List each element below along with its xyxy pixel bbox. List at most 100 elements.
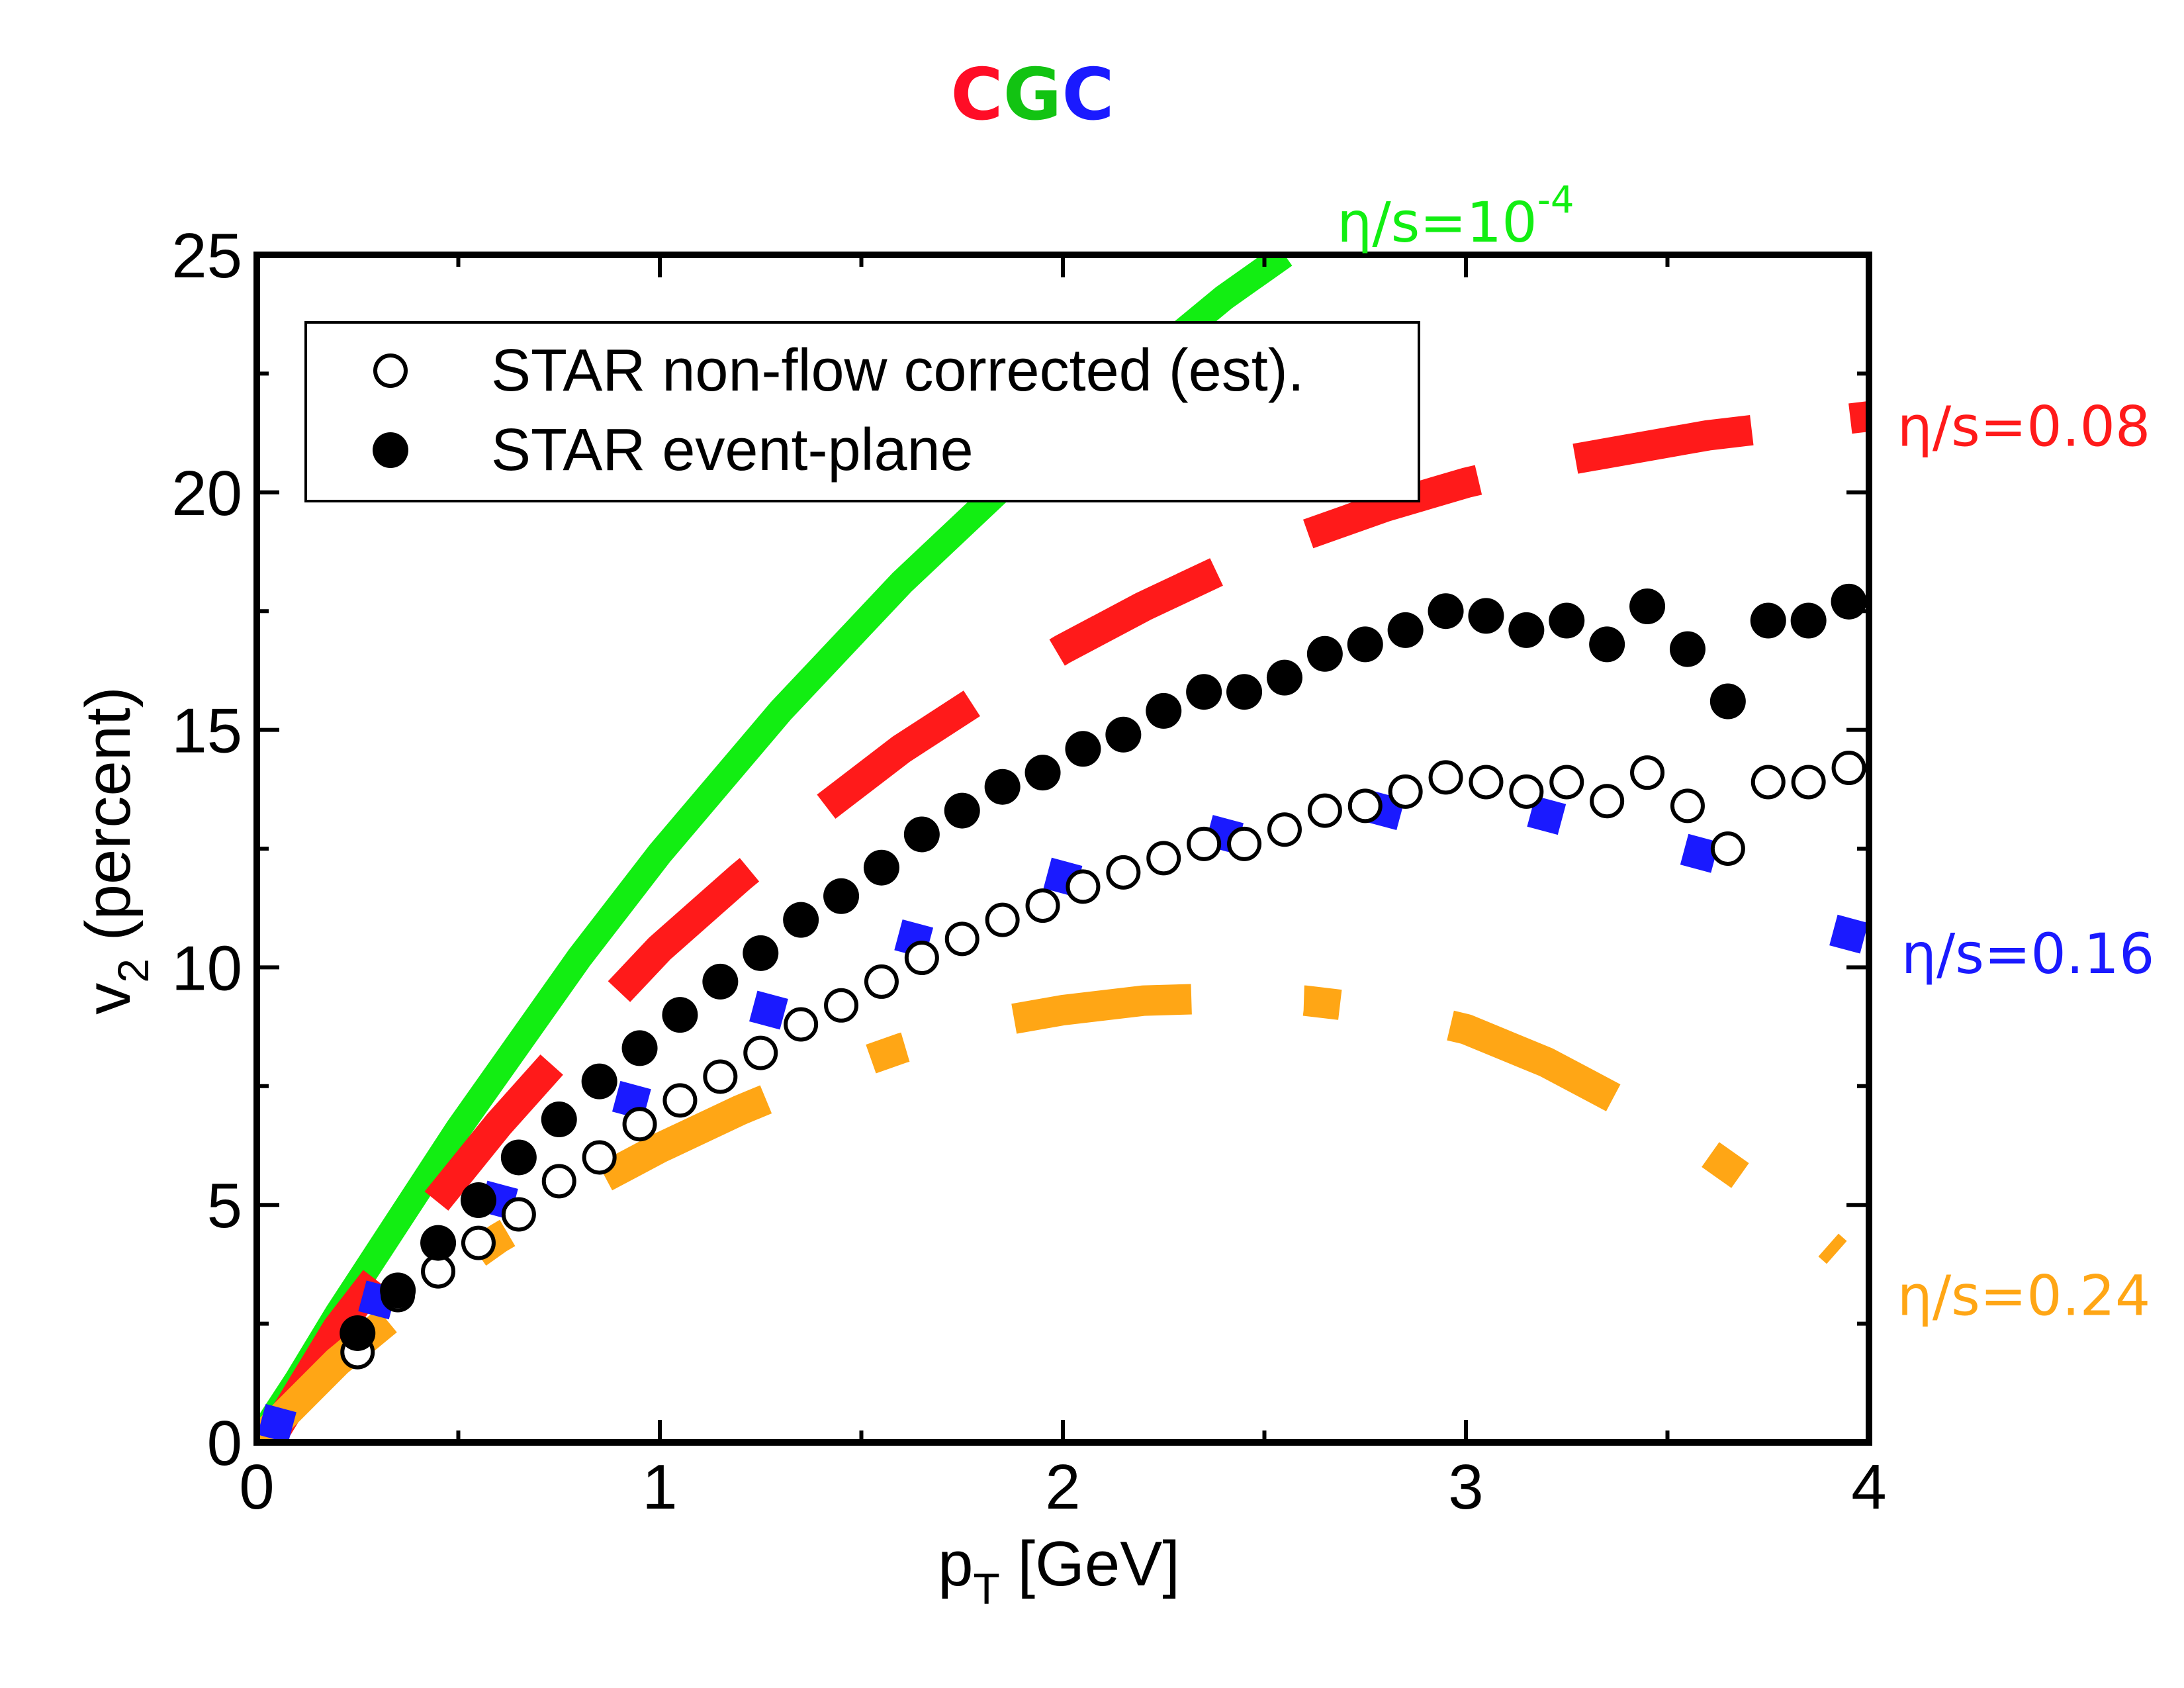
filled-circle-point [984,769,1021,805]
filled-circle-point [1508,612,1545,648]
annotations-group: η/s=10-4 η/s=0.08 η/s=0.16 η/s=0.24 [1337,179,2154,1329]
filled-circle-point [541,1102,577,1138]
open-circle-point [1347,788,1383,823]
filled-circle-point [1589,626,1625,663]
annotation-eta-s-0.16: η/s=0.16 [1901,921,2155,986]
legend-marker-open-circle [373,353,408,388]
title-letter-c2: C [1062,54,1114,136]
open-circle-point [1670,788,1705,823]
open-circle-point [1549,765,1584,800]
y-tick-label: 5 [207,1170,242,1241]
diamond-point [257,1403,296,1443]
open-circle-point [1428,760,1463,795]
filled-circle-point [621,1030,658,1066]
open-circle-point [1751,765,1786,800]
open-circle-point [1267,812,1302,847]
open-circle-point [622,1107,657,1142]
filled-circle-point [1549,602,1585,639]
plot-frame [253,252,1872,1446]
filled-circle-point [1468,598,1504,634]
x-tick-label: 1 [642,1452,677,1523]
filled-circle-point [460,1182,496,1219]
series-line--s-0-24 [257,983,1847,1442]
legend-marker-filled-circle [373,432,408,468]
y-tick-label: 20 [171,458,242,529]
y-tick-label: 15 [171,696,242,767]
filled-circle-point [1266,659,1302,696]
open-circle-point [743,1035,778,1070]
open-circle-point [985,902,1020,937]
chart-title: CGC [950,54,1114,136]
open-circle-point [944,921,979,957]
x-tick-labels: 0 1 2 3 4 [239,1452,1886,1523]
open-circle-point [1388,774,1423,809]
filled-circle-point [1750,602,1786,639]
diamond-point [1680,833,1719,873]
filled-circle-point [702,963,739,1000]
filled-circle-point [823,878,860,914]
filled-circle-point [903,816,940,853]
filled-circle-point [1669,631,1706,667]
series-line--s-0-08 [263,401,1869,1436]
legend-label-nonflow: STAR non-flow corrected (est). [491,338,1304,404]
open-circle-point [1630,755,1665,790]
legend-box [304,321,1420,502]
open-circle-point [904,941,939,976]
filled-circle-point [1709,683,1746,720]
open-circle-point [582,1140,617,1175]
open-circle-point [1227,826,1262,861]
x-tick-label: 2 [1045,1452,1080,1523]
open-circle-point [1509,774,1544,809]
filled-circle-point [1186,674,1222,710]
open-circle-point [1187,826,1222,861]
annotation-eta-s-0.08: η/s=0.08 [1897,394,2151,459]
open-circle-point [461,1225,496,1260]
open-circle-point [824,988,859,1023]
filled-circle-point [340,1315,376,1351]
open-circle-point [1106,855,1141,890]
open-circle-point [1307,793,1342,828]
filled-circle-point [581,1063,617,1100]
open-circle-point [864,964,899,999]
filled-circle-point [863,849,899,886]
annotation-eta-s-0.24: η/s=0.24 [1897,1264,2151,1329]
open-circle-point [1791,765,1826,800]
filled-circle-point [1105,716,1142,753]
x-axis-title: pT [GeV] [938,1528,1180,1613]
x-tick-label: 4 [1851,1452,1886,1523]
filled-circle-point [1226,674,1263,710]
filled-circle-point [1790,602,1827,639]
filled-circle-point [1146,692,1182,729]
filled-circle-point [743,935,779,971]
open-circle-point [1066,869,1101,904]
x-tick-label: 0 [239,1452,274,1523]
filled-circle-point [1387,612,1424,648]
open-circle-point [784,1007,819,1042]
annotation-eta-s-1e-4: η/s=10-4 [1337,179,1574,255]
filled-circle-point [944,792,980,829]
title-letter-c1: C [950,54,1003,136]
diamond-point [1829,914,1868,954]
open-circle-point [1469,765,1504,800]
y-axis-title: v2 (percent) [73,686,158,1015]
open-circle-point [541,1164,576,1199]
open-circle-point [501,1197,536,1232]
filled-circle-point [1347,626,1383,663]
open-circle-point [1590,784,1625,819]
y-tick-label: 25 [171,220,242,291]
y-tick-label: 10 [171,933,242,1004]
open-circle-point [1146,841,1181,876]
legend: STAR non-flow corrected (est). STAR even… [304,321,1420,502]
open-circle-point [662,1083,698,1118]
y-tick-label: 0 [207,1408,242,1479]
filled-circle-point [783,902,819,938]
filled-circle-point [1024,755,1061,791]
legend-label-event-plane: STAR event-plane [491,417,974,483]
filled-circle-point [500,1139,537,1176]
open-circle-point [703,1059,738,1094]
open-circle-point [1710,831,1745,866]
diamond-point [1527,796,1567,835]
points-group [257,583,1868,1443]
diamond-point [749,990,788,1030]
filled-circle-point [380,1272,416,1309]
